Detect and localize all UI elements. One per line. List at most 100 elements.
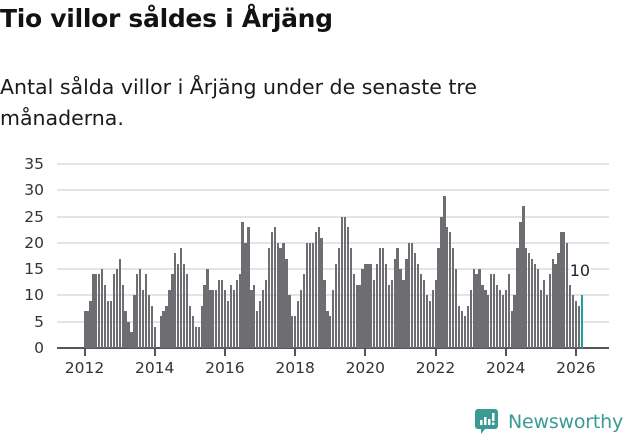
- bar[interactable]: [103, 284, 107, 348]
- bar[interactable]: [314, 232, 317, 348]
- bar[interactable]: [276, 242, 279, 348]
- bar[interactable]: [349, 248, 352, 348]
- bar[interactable]: [364, 263, 367, 348]
- bar[interactable]: [112, 274, 116, 348]
- bar[interactable]: [516, 248, 519, 348]
- bar[interactable]: [247, 227, 250, 348]
- bar[interactable]: [133, 295, 136, 348]
- bar[interactable]: [147, 295, 151, 348]
- bar[interactable]: [223, 290, 227, 348]
- bar[interactable]: [472, 269, 475, 348]
- bar[interactable]: [566, 242, 569, 348]
- bar[interactable]: [229, 284, 233, 348]
- bar[interactable]: [253, 284, 256, 348]
- bar[interactable]: [162, 311, 165, 348]
- bar[interactable]: [294, 316, 297, 348]
- bar[interactable]: [311, 242, 314, 348]
- bar[interactable]: [270, 232, 273, 348]
- bar[interactable]: [218, 279, 221, 348]
- bar[interactable]: [203, 284, 206, 348]
- bar[interactable]: [182, 263, 186, 348]
- bar[interactable]: [95, 274, 98, 348]
- bar[interactable]: [551, 258, 554, 348]
- bar[interactable]: [232, 290, 235, 348]
- bar[interactable]: [507, 274, 510, 348]
- bar[interactable]: [542, 279, 546, 348]
- highlighted-bar[interactable]: [580, 295, 584, 348]
- bar[interactable]: [185, 274, 189, 348]
- bar[interactable]: [297, 300, 300, 348]
- bar[interactable]: [191, 316, 195, 348]
- bar[interactable]: [343, 216, 347, 348]
- bar[interactable]: [206, 269, 209, 348]
- bar[interactable]: [384, 263, 388, 348]
- bar[interactable]: [150, 305, 154, 348]
- bar[interactable]: [241, 221, 244, 348]
- bar[interactable]: [144, 274, 148, 348]
- bar[interactable]: [560, 232, 563, 348]
- bar[interactable]: [98, 274, 101, 348]
- bar[interactable]: [528, 253, 531, 348]
- bar[interactable]: [381, 248, 385, 348]
- bar[interactable]: [291, 316, 294, 348]
- bar[interactable]: [118, 258, 121, 348]
- bar[interactable]: [317, 227, 320, 348]
- bar[interactable]: [212, 290, 215, 348]
- bar[interactable]: [106, 300, 110, 348]
- bar[interactable]: [431, 290, 434, 348]
- bar[interactable]: [531, 258, 534, 348]
- bar[interactable]: [452, 248, 455, 348]
- bar[interactable]: [408, 242, 411, 348]
- bar[interactable]: [563, 232, 566, 348]
- bar[interactable]: [244, 242, 247, 348]
- bar[interactable]: [513, 295, 516, 348]
- bar[interactable]: [399, 269, 402, 348]
- bar[interactable]: [373, 279, 376, 348]
- bar[interactable]: [370, 263, 373, 348]
- bar[interactable]: [443, 195, 446, 348]
- bar[interactable]: [329, 316, 332, 348]
- bar[interactable]: [557, 253, 560, 348]
- bar[interactable]: [299, 290, 303, 348]
- bar[interactable]: [361, 269, 364, 348]
- bar[interactable]: [422, 279, 426, 348]
- bar[interactable]: [282, 242, 285, 348]
- bar[interactable]: [326, 311, 329, 348]
- bar[interactable]: [454, 269, 458, 348]
- bar[interactable]: [261, 290, 265, 348]
- bar[interactable]: [235, 279, 238, 348]
- bar[interactable]: [536, 269, 540, 348]
- bar[interactable]: [484, 290, 487, 348]
- bar[interactable]: [136, 274, 139, 348]
- bar[interactable]: [519, 221, 522, 348]
- bar[interactable]: [352, 274, 355, 348]
- bar[interactable]: [463, 316, 467, 348]
- bar[interactable]: [475, 274, 478, 348]
- bar[interactable]: [115, 269, 118, 348]
- bar[interactable]: [238, 274, 241, 348]
- bar[interactable]: [337, 248, 341, 348]
- bar[interactable]: [457, 305, 461, 348]
- bar[interactable]: [332, 290, 335, 348]
- bar[interactable]: [490, 274, 493, 348]
- bar[interactable]: [358, 284, 361, 348]
- bar[interactable]: [109, 300, 113, 348]
- bar[interactable]: [525, 248, 528, 348]
- bar[interactable]: [387, 284, 390, 348]
- bar[interactable]: [498, 290, 502, 348]
- bar[interactable]: [168, 290, 171, 348]
- bar[interactable]: [548, 274, 551, 348]
- bar[interactable]: [302, 274, 306, 348]
- bar[interactable]: [305, 242, 309, 348]
- bar[interactable]: [539, 290, 543, 348]
- bar[interactable]: [569, 284, 572, 348]
- bar[interactable]: [425, 295, 429, 348]
- bar[interactable]: [250, 290, 253, 348]
- bar[interactable]: [411, 242, 414, 348]
- bar[interactable]: [571, 295, 575, 348]
- bar[interactable]: [393, 258, 396, 348]
- bar[interactable]: [256, 311, 259, 348]
- bar[interactable]: [101, 269, 104, 348]
- bar[interactable]: [428, 300, 431, 348]
- bar[interactable]: [469, 290, 472, 348]
